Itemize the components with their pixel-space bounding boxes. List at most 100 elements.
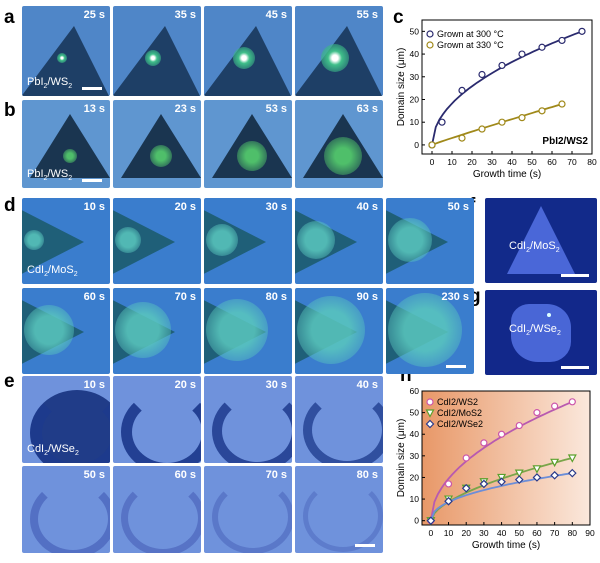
data-point-series-2 [518,114,526,122]
timestamp-label: 60 s [174,469,196,481]
timestamp-label: 60 s [83,291,105,303]
data-point-series-3 [532,473,542,482]
y-axis-label: Domain size (μm) [396,419,407,498]
domain-spot [388,218,432,262]
x-tick-label: 10 [444,528,454,538]
panel-label-h: h [400,365,412,386]
legend-label: Grown at 300 °C [437,29,504,39]
data-point-series-1 [518,50,526,58]
timestamp-label: 70 s [174,291,196,303]
timestamp-label: 10 s [83,379,105,391]
x-tick-label: 0 [430,157,435,167]
x-tick-label: 60 [532,528,542,538]
panel-e-frame: 20 s [113,376,201,463]
panel-g-image: CdI2/WSe2 [485,290,597,375]
y-tick-label: 60 [410,386,420,396]
domain-spot [150,145,172,167]
timestamp-label: 90 s [356,291,378,303]
timestamp-label: 40 s [356,201,378,213]
x-tick-label: 60 [547,157,557,167]
chart-c: 0 10 20 30 40 50 60 70 80 0 10 20 30 40 50 Growth time … [396,19,597,180]
panel-a-frame: 55 s [295,6,383,96]
panel-g-caption: CdI2/WSe2 [509,323,561,338]
panel-e-caption: CdI2/WSe2 [27,442,79,457]
domain-crescent [212,480,292,553]
timestamp-label: 10 s [83,201,105,213]
y-tick-label: 40 [410,429,420,439]
y-tick-label: 20 [410,472,420,482]
panel-e-frame: 60 s [113,466,201,553]
fit-curve-1 [431,30,583,146]
panel-d-caption: CdI2/MoS2 [27,263,78,278]
y-tick-label: 0 [414,140,419,150]
panel-e-frame: 70 s [204,466,292,553]
domain-spot [24,305,74,355]
data-point-series-2 [514,469,524,478]
x-axis-label: Growth time (s) [472,540,540,551]
panel-d-frame: 80 s [204,288,292,374]
panel-d-frame: 40 s [295,198,383,284]
domain-crescent [30,480,110,553]
panel-e-frame: 40 s [295,376,383,463]
domain-spot [324,137,362,175]
panel-e-frame: 50 s [22,466,110,553]
panel-b-frame: 63 s [295,100,383,188]
panel-b-frame: 13 s PbI2/WS2 [22,100,110,188]
panel-label-a: a [4,7,15,28]
data-point-series-3 [444,496,453,506]
plot-frame [421,390,591,526]
timestamp-label: 80 s [265,291,287,303]
panel-e-frame: 10 s CdI2/WSe2 [22,376,110,463]
timestamp-label: 40 s [356,379,378,391]
domain-spot [388,293,462,367]
y-tick-label: 10 [410,494,420,504]
x-tick-label: 0 [428,528,433,538]
panel-a-frame: 45 s [204,6,292,96]
panel-f-image: CdI2/MoS2 [485,198,597,283]
domain-crescent [303,480,383,552]
panel-d-frame: 10 s CdI2/MoS2 [22,198,110,284]
panel-label-d: d [4,195,16,216]
data-point-series-1 [458,86,466,95]
panel-b-frame: 23 s [113,100,201,188]
legend-label: CdI2/MoS2 [437,408,482,418]
panel-label-c: c [393,7,404,28]
data-point-series-1 [578,27,586,35]
timestamp-label: 35 s [174,9,196,21]
domain-spot [321,44,349,72]
timestamp-label: 53 s [265,103,287,115]
scale-bar [561,366,589,369]
data-point-series-1 [480,439,488,447]
x-tick-label: 70 [550,528,560,538]
timestamp-label: 63 s [356,103,378,115]
plot-frame [421,19,593,155]
data-point-series-3 [567,468,577,478]
domain-spot [297,296,365,364]
x-tick-label: 70 [567,157,577,167]
x-tick-label: 20 [461,528,471,538]
domain-crescent [303,390,383,463]
y-tick-label: 20 [410,94,420,104]
panel-b-caption: PbI2/WS2 [27,167,73,182]
x-tick-label: 80 [568,528,578,538]
timestamp-label: 50 s [83,469,105,481]
legend-marker [426,41,434,49]
data-point-series-1 [497,430,506,438]
data-point-series-3 [461,483,471,493]
data-point-series-1 [438,118,446,126]
panel-e-frame: 80 s [295,466,383,553]
panel-e-frame: 30 s [204,376,292,463]
timestamp-label: 80 s [356,469,378,481]
panel-label-e: e [4,371,15,392]
y-tick-label: 50 [410,408,420,418]
timestamp-label: 30 s [265,379,287,391]
domain-crescent [121,480,201,553]
timestamp-label: 45 s [265,9,287,21]
domain-spot [63,149,77,163]
domain-spot [24,230,44,250]
data-point-series-1 [533,409,541,417]
domain-crescent [212,390,292,463]
domain-spot [206,224,238,256]
panel-d-frame: 50 s [386,198,474,284]
data-point-series-1 [551,402,559,410]
